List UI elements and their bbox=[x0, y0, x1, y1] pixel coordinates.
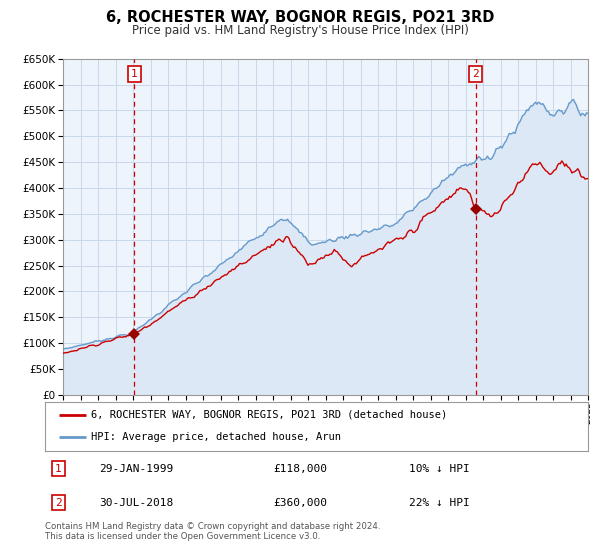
Text: £118,000: £118,000 bbox=[273, 464, 327, 474]
Text: 29-JAN-1999: 29-JAN-1999 bbox=[100, 464, 173, 474]
Text: 2: 2 bbox=[55, 498, 62, 507]
Text: 1: 1 bbox=[55, 464, 62, 474]
Text: 30-JUL-2018: 30-JUL-2018 bbox=[100, 498, 173, 507]
Text: 1: 1 bbox=[131, 69, 138, 79]
Text: 6, ROCHESTER WAY, BOGNOR REGIS, PO21 3RD: 6, ROCHESTER WAY, BOGNOR REGIS, PO21 3RD bbox=[106, 10, 494, 25]
Text: 2: 2 bbox=[472, 69, 479, 79]
Text: £360,000: £360,000 bbox=[273, 498, 327, 507]
Text: 6, ROCHESTER WAY, BOGNOR REGIS, PO21 3RD (detached house): 6, ROCHESTER WAY, BOGNOR REGIS, PO21 3RD… bbox=[91, 410, 448, 420]
Text: HPI: Average price, detached house, Arun: HPI: Average price, detached house, Arun bbox=[91, 432, 341, 442]
Text: Price paid vs. HM Land Registry's House Price Index (HPI): Price paid vs. HM Land Registry's House … bbox=[131, 24, 469, 36]
Text: Contains HM Land Registry data © Crown copyright and database right 2024.
This d: Contains HM Land Registry data © Crown c… bbox=[45, 522, 380, 542]
Text: 10% ↓ HPI: 10% ↓ HPI bbox=[409, 464, 470, 474]
Text: 22% ↓ HPI: 22% ↓ HPI bbox=[409, 498, 470, 507]
